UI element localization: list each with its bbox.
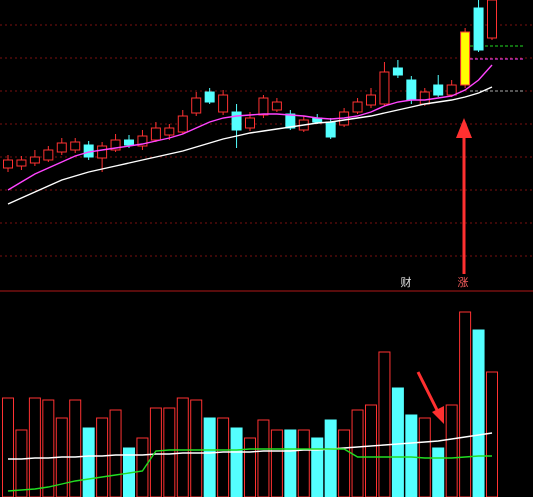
volume-bar: [230, 427, 243, 497]
grid: [0, 24, 533, 257]
candle-body: [419, 91, 430, 105]
volume-bar: [217, 417, 230, 497]
candle-body: [285, 113, 296, 129]
candle-body: [366, 94, 376, 106]
candle-body: [218, 94, 229, 113]
volume-bar: [203, 417, 216, 497]
volume-bar: [311, 437, 324, 497]
volume-bar: [82, 427, 95, 497]
volume-bar: [28, 397, 41, 497]
volume-bar: [190, 399, 203, 497]
candle-body: [379, 71, 390, 105]
candle-body: [29, 156, 40, 164]
volume-bar: [324, 419, 337, 497]
candle-body: [43, 149, 54, 161]
candle-body: [204, 91, 215, 103]
candle-body: [258, 97, 269, 116]
arrow-head: [432, 406, 444, 424]
volume-bar: [149, 407, 162, 497]
candle-body: [16, 159, 27, 167]
candle-body: [433, 84, 444, 96]
volume-bar: [270, 429, 283, 497]
candle-body: [406, 79, 417, 101]
ma-line: [7, 448, 492, 492]
arrow-shaft: [416, 371, 440, 413]
candle-body: [124, 139, 134, 146]
candle-body: [97, 145, 108, 159]
volume-bar: [486, 371, 498, 497]
arrow-head: [456, 118, 472, 138]
volume-bar: [136, 437, 149, 497]
volume-bar: [338, 429, 351, 497]
volume-bar: [244, 437, 256, 497]
price-pane: [3, 0, 497, 205]
candle-body: [231, 111, 242, 131]
volume-bar: [391, 387, 404, 497]
volume-bar: [351, 409, 364, 497]
volume-bar: [297, 429, 310, 497]
volume-bar: [15, 429, 28, 497]
candle-body: [446, 84, 457, 96]
candle-body: [487, 0, 497, 39]
candle-body: [460, 31, 471, 86]
candle-body: [392, 67, 403, 76]
candle-body: [70, 141, 81, 151]
label-box: [398, 274, 414, 290]
candle-body: [177, 115, 188, 133]
volume-bar: [378, 351, 391, 497]
ma-line: [7, 64, 493, 191]
volume-bar: [257, 419, 270, 497]
volume-bar: [42, 399, 55, 497]
ma-line: [8, 432, 493, 460]
volume-bar: [163, 407, 176, 497]
volume-bar: [459, 311, 472, 497]
volume-bar: [109, 409, 122, 497]
candle-body: [3, 159, 13, 169]
candle-body: [110, 139, 121, 151]
volume-bar: [445, 404, 458, 497]
candle-body: [271, 101, 282, 111]
volume-bar: [69, 399, 82, 497]
volume-bar: [365, 404, 377, 497]
volume-bar: [472, 329, 485, 497]
annotation: 财: [401, 275, 412, 289]
candle-body: [191, 97, 202, 114]
candle-body: [56, 142, 67, 153]
volume-pane: [2, 311, 498, 497]
volume-bar: [96, 417, 109, 497]
volume-bar: [2, 397, 14, 497]
volume-bar: [284, 429, 297, 497]
annotation: 涨: [458, 276, 469, 289]
candle-body: [150, 127, 161, 141]
candle-body: [473, 7, 484, 51]
volume-bar: [432, 447, 445, 497]
label-box: [455, 274, 471, 290]
candle-body: [245, 117, 255, 129]
volume-bar: [176, 397, 189, 497]
candle-body: [164, 127, 175, 136]
candle-body: [325, 121, 336, 138]
volume-bar: [405, 414, 418, 497]
ma-line: [7, 86, 493, 205]
candle-body: [137, 135, 148, 147]
candle-body: [352, 101, 363, 113]
